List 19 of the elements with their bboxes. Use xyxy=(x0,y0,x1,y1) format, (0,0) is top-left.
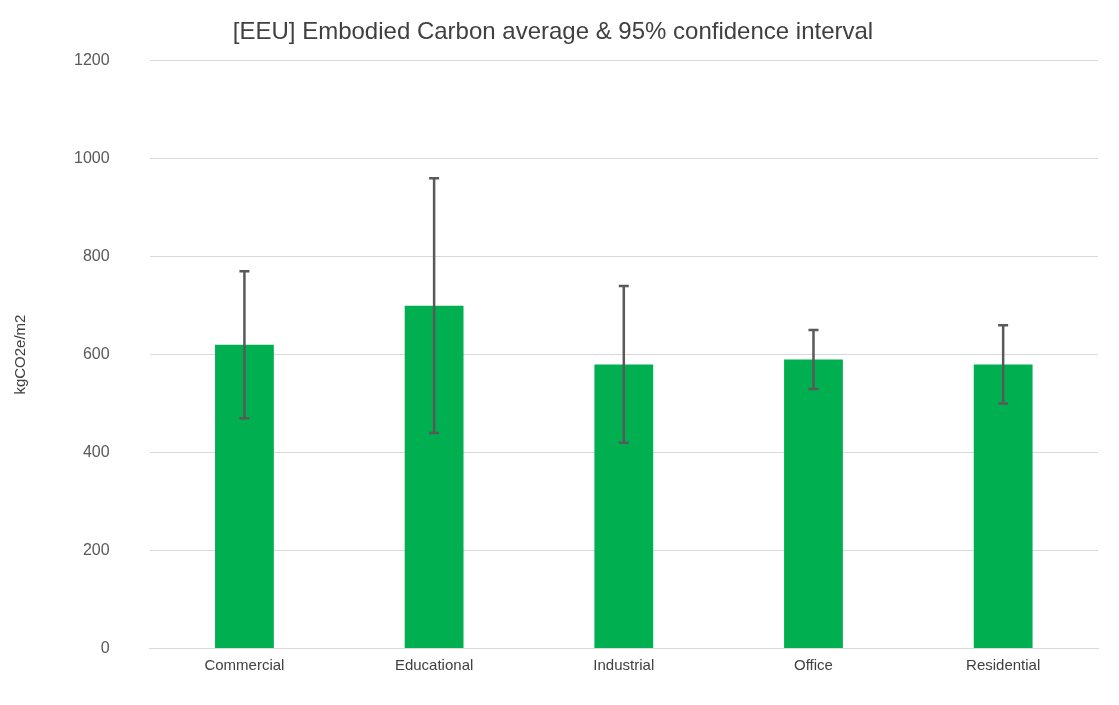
bar xyxy=(404,305,464,648)
bar xyxy=(784,359,843,648)
y-axis-title: kgCO2e/m2 xyxy=(11,314,29,395)
y-tick-label: 0 xyxy=(100,638,110,656)
bar xyxy=(973,364,1033,648)
y-tick-label: 1200 xyxy=(74,51,110,69)
x-tick-label: Commercial xyxy=(204,655,285,673)
y-tick-label: 200 xyxy=(82,540,110,558)
y-tick-label: 400 xyxy=(82,442,110,460)
y-tick-label: 1000 xyxy=(74,149,110,167)
bar xyxy=(594,364,654,648)
x-tick-label: Residential xyxy=(966,655,1041,673)
y-tick-label: 600 xyxy=(82,345,110,363)
y-tick-label: 800 xyxy=(82,247,110,265)
x-tick-label: Educational xyxy=(394,655,474,673)
chart-title: [EEU] Embodied Carbon average & 95% confidence interval xyxy=(232,17,874,45)
bar xyxy=(215,344,274,648)
x-tick-label: Office xyxy=(794,655,833,673)
x-tick-label: Industrial xyxy=(593,655,655,673)
